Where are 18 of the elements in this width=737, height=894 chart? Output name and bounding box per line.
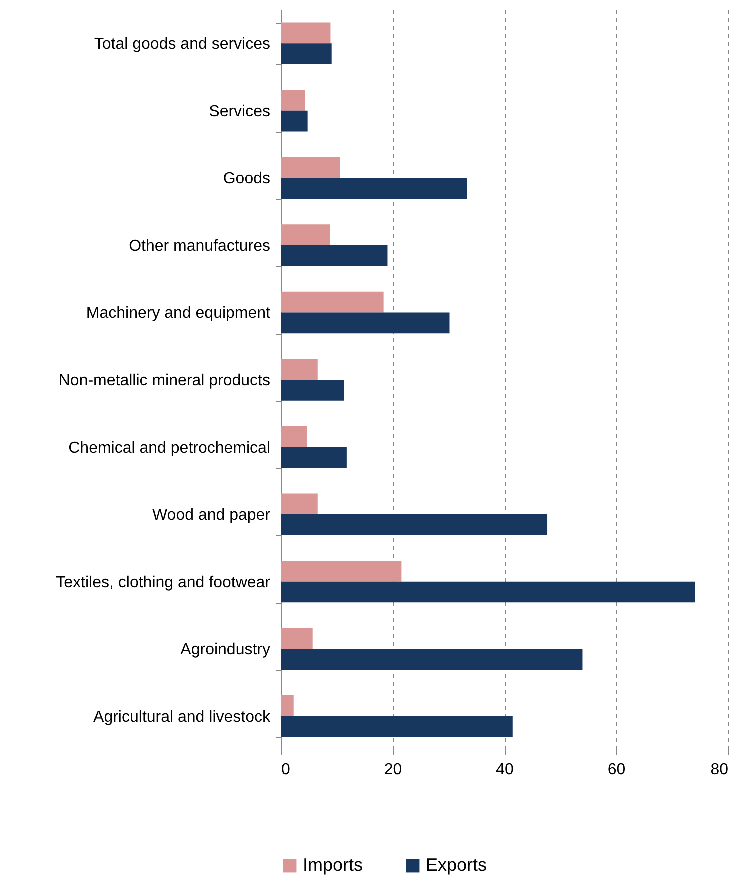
x-tick-label: 0 [282,762,290,778]
y-tick-label: Wood and paper [152,507,272,524]
x-tick-label: 20 [384,762,402,778]
legend-label: Imports [303,855,364,875]
y-tick-label: Machinery and equipment [86,305,272,322]
y-tick-label: Agroindustry [180,642,270,659]
x-tick-label: 80 [710,762,729,778]
y-tick-label: Non-metallic mineral products [58,372,270,390]
y-tick-label: Chemical and petrochemical [68,440,270,457]
y-tick-label: Total goods and services [94,36,270,54]
y-tick-label: Goods [223,170,270,188]
x-tick-label: 40 [496,762,514,778]
y-tick-label: Agricultural and livestock [94,708,272,726]
legend-label: Exports [426,855,488,875]
y-tick-label: Textiles, clothing and footwear [56,574,272,592]
y-tick-label: Services [209,103,270,120]
x-tick-label: 60 [608,762,626,778]
y-tick-label: Other manufactures [129,238,270,255]
